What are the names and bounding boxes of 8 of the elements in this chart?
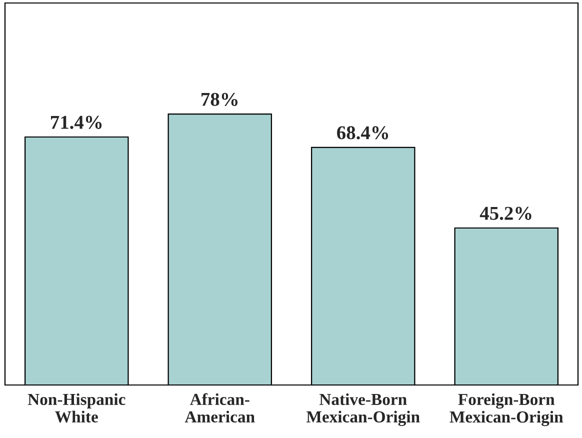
data-label: 71.4% bbox=[51, 116, 102, 129]
x-tick-label: African- American bbox=[184, 393, 255, 422]
x-tick-label: Non-Hispanic White bbox=[28, 393, 126, 423]
data-label: 68.4% bbox=[337, 126, 388, 140]
x-tick-label: Foreign-Born Mexican-Origin bbox=[450, 393, 564, 426]
x-tick-label: Native-Born Mexican-Origin bbox=[306, 393, 420, 426]
data-label: 78% bbox=[202, 92, 238, 106]
data-label: 45.2% bbox=[480, 206, 532, 220]
